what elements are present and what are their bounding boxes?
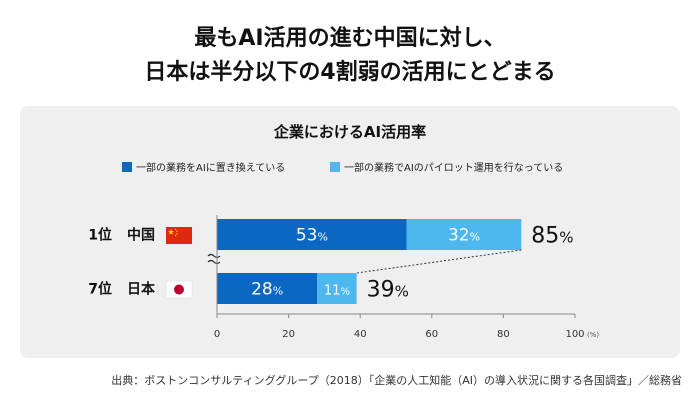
bar-2-series-2 [317,273,357,304]
legend-label-1: 一部の業務をAIに置き換えている [136,161,285,174]
chart-panel: 企業におけるAI活用率一部の業務をAIに置き換えている 一部の業務でAIのパイロッ… [20,106,680,358]
category-label-2: 日本 [127,281,156,298]
legend-label-2: 一部の業務でAIのパイロット運用を行なっている [344,161,563,174]
x-tick-label-4: 60 [425,329,438,340]
x-tick-label-1: 0 [214,329,220,340]
bar-label-2-series-1: 28% [251,280,283,300]
bar-2-series-1 [217,273,318,304]
china-flag-icon [166,227,192,244]
bar-1-series-1 [217,219,407,250]
x-tick-label-6: 100 [565,329,584,340]
china-flag-star-small-4 [174,234,177,237]
x-tick-label-5: 80 [497,329,510,340]
headline-line-2: 日本は半分以下の4割弱の活用にとどまる [144,60,556,85]
china-flag-star-small-3 [175,232,179,235]
x-unit-label: (%) [587,331,599,339]
china-flag-star-small-2 [175,230,179,233]
source-note: 出典：ボストンコンサルティンググループ（2018）「企業の人工知能（AI）の導入… [111,374,682,387]
bar-label-1-series-2: 32% [448,226,480,246]
connector-dashed-line [356,249,522,274]
japan-flag-sun [174,284,184,295]
total-label-1: 85% [531,224,573,249]
china-flag-star-small-1 [174,228,177,231]
bar-1-series-2 [406,219,522,250]
legend-swatch-1 [122,162,132,172]
x-tick-label-3: 40 [354,329,367,340]
legend-swatch-2 [330,162,340,172]
x-tick-label-2: 20 [282,329,295,340]
bar-label-1-series-1: 53% [296,226,328,246]
chart-title: 企業におけるAI活用率 [273,123,426,141]
bar-label-2-series-2: 11% [324,284,350,299]
rank-label-2: 7位 [88,281,112,298]
total-label-2: 39% [367,278,409,303]
category-label-1: 中国 [127,227,155,244]
axis-break-icon [207,253,221,265]
china-flag-star-large [167,228,175,235]
rank-label-1: 1位 [88,227,112,244]
headline-line-1: 最もAI活用の進む中国に対し、 [194,26,506,51]
